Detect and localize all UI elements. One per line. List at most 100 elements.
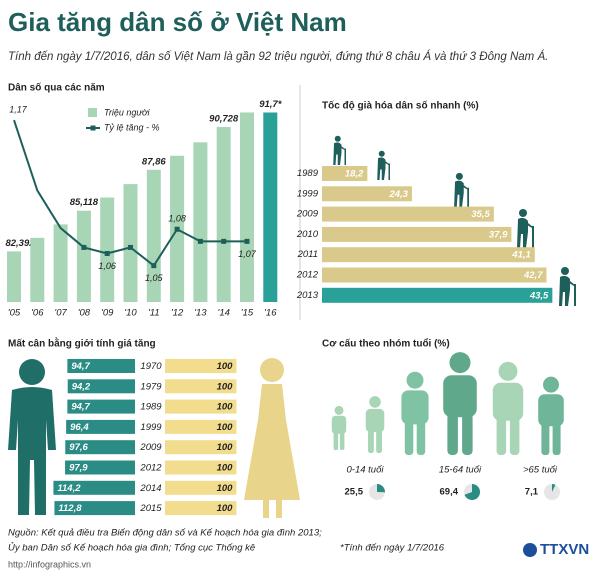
value-label: 100 (217, 361, 234, 372)
value-label: 112,8 (58, 503, 82, 514)
bar (65, 440, 135, 455)
value-label: 90,728 (209, 113, 239, 124)
value-label: 100 (217, 381, 234, 392)
value-label: 41,1 (511, 250, 531, 261)
source: Ủy ban Dân số Kế hoạch hóa gia đình; Tổn… (8, 542, 255, 554)
value-label: 100 (217, 422, 234, 433)
bar (322, 206, 494, 222)
value-label: 1,05 (145, 273, 164, 283)
subtitle: Tính đến ngày 1/7/2016, dân số Việt Nam … (8, 50, 548, 63)
x-tick-label: '05 (8, 308, 21, 319)
marker (151, 263, 157, 269)
x-tick-label: '10 (124, 308, 137, 319)
male-silhouette (8, 359, 56, 515)
marker (174, 226, 180, 232)
bar (263, 112, 278, 302)
bar (322, 287, 553, 303)
value-label: 96,4 (70, 422, 89, 433)
value-label: 7,1 (525, 487, 539, 498)
marker (104, 251, 110, 256)
category-label: 1989 (140, 402, 162, 413)
value-label: 25,5 (345, 487, 364, 498)
bar (67, 359, 135, 373)
bar (100, 197, 115, 302)
category-label: 15-64 tuổi (439, 465, 482, 476)
source: Nguồn: Kết quả điều tra Biến động dân số… (8, 528, 322, 539)
category-label: 2014 (139, 483, 161, 494)
value-label: 97,9 (69, 463, 88, 474)
page-title: Gia tăng dân số ở Việt Nam (8, 7, 347, 37)
bar (76, 210, 91, 302)
chart-title: Mất cân bằng giới tính giá tăng (8, 337, 156, 350)
value-label: 94,7 (71, 361, 90, 372)
value-label: 97,6 (69, 442, 88, 453)
value-label: 69,4 (440, 487, 459, 498)
logo: TTXVN (540, 541, 589, 558)
bar (165, 379, 237, 394)
bar (67, 399, 135, 414)
value-label: 1,08 (168, 214, 186, 224)
legend-marker (90, 125, 96, 131)
x-tick-label: '08 (78, 308, 91, 319)
value-label: 100 (217, 442, 234, 453)
x-tick-label: '14 (218, 308, 230, 319)
value-label: 87,86 (142, 156, 166, 167)
category-label: 0-14 tuổi (347, 465, 385, 476)
bar (67, 379, 135, 394)
marker (221, 238, 227, 244)
bar (193, 142, 208, 302)
bar (165, 480, 237, 495)
value-label: 35,5 (471, 209, 490, 220)
value-label: 18,2 (345, 169, 364, 180)
bar (165, 440, 237, 455)
age-figures (331, 352, 564, 455)
x-tick-label: '16 (264, 308, 277, 319)
value-label: 91,7* (259, 99, 282, 110)
bar (30, 237, 45, 302)
category-label: 1979 (140, 381, 162, 392)
x-tick-label: '09 (101, 308, 114, 319)
marker (244, 238, 250, 244)
bar (65, 460, 135, 475)
note: *Tính đến ngày 1/7/2016 (340, 543, 445, 554)
x-tick-label: '15 (241, 308, 254, 319)
bar (322, 186, 412, 202)
x-tick-label: '13 (194, 308, 207, 319)
bar (146, 169, 161, 302)
bar (165, 399, 237, 414)
x-tick-label: '07 (54, 308, 67, 319)
bar (322, 226, 512, 242)
legend-swatch (88, 108, 97, 117)
value-label: 1,17 (9, 105, 28, 115)
chart-title: Cơ cấu theo nhóm tuổi (%) (322, 338, 450, 350)
category-label: 2015 (139, 503, 162, 514)
marker (197, 238, 203, 244)
marker (128, 244, 133, 250)
bar (123, 184, 138, 302)
category-label: 1999 (140, 422, 162, 433)
x-tick-label: '06 (31, 308, 44, 319)
bar (216, 126, 231, 303)
bar (66, 419, 135, 434)
url: http://infographics.vn (8, 559, 91, 569)
y-tick-label: 1989 (297, 168, 319, 179)
bar (322, 247, 535, 263)
x-tick-label: '12 (171, 308, 184, 319)
y-tick-label: 2009 (296, 209, 319, 220)
pie-slice (552, 484, 556, 492)
legend-label: Triệu người (104, 107, 150, 117)
bar (165, 501, 237, 516)
y-tick-label: 2011 (297, 249, 318, 260)
bar (7, 251, 21, 302)
value-label: 85,118 (70, 197, 99, 208)
value-label: 94,7 (71, 402, 90, 413)
pie-slice (464, 484, 480, 500)
category-label: 1970 (140, 361, 162, 372)
pie-slice (377, 484, 386, 493)
bar (53, 224, 68, 302)
y-tick-label: 1999 (297, 188, 319, 199)
value-label: 94,2 (72, 381, 91, 392)
bar (322, 166, 368, 181)
bar (240, 112, 254, 302)
